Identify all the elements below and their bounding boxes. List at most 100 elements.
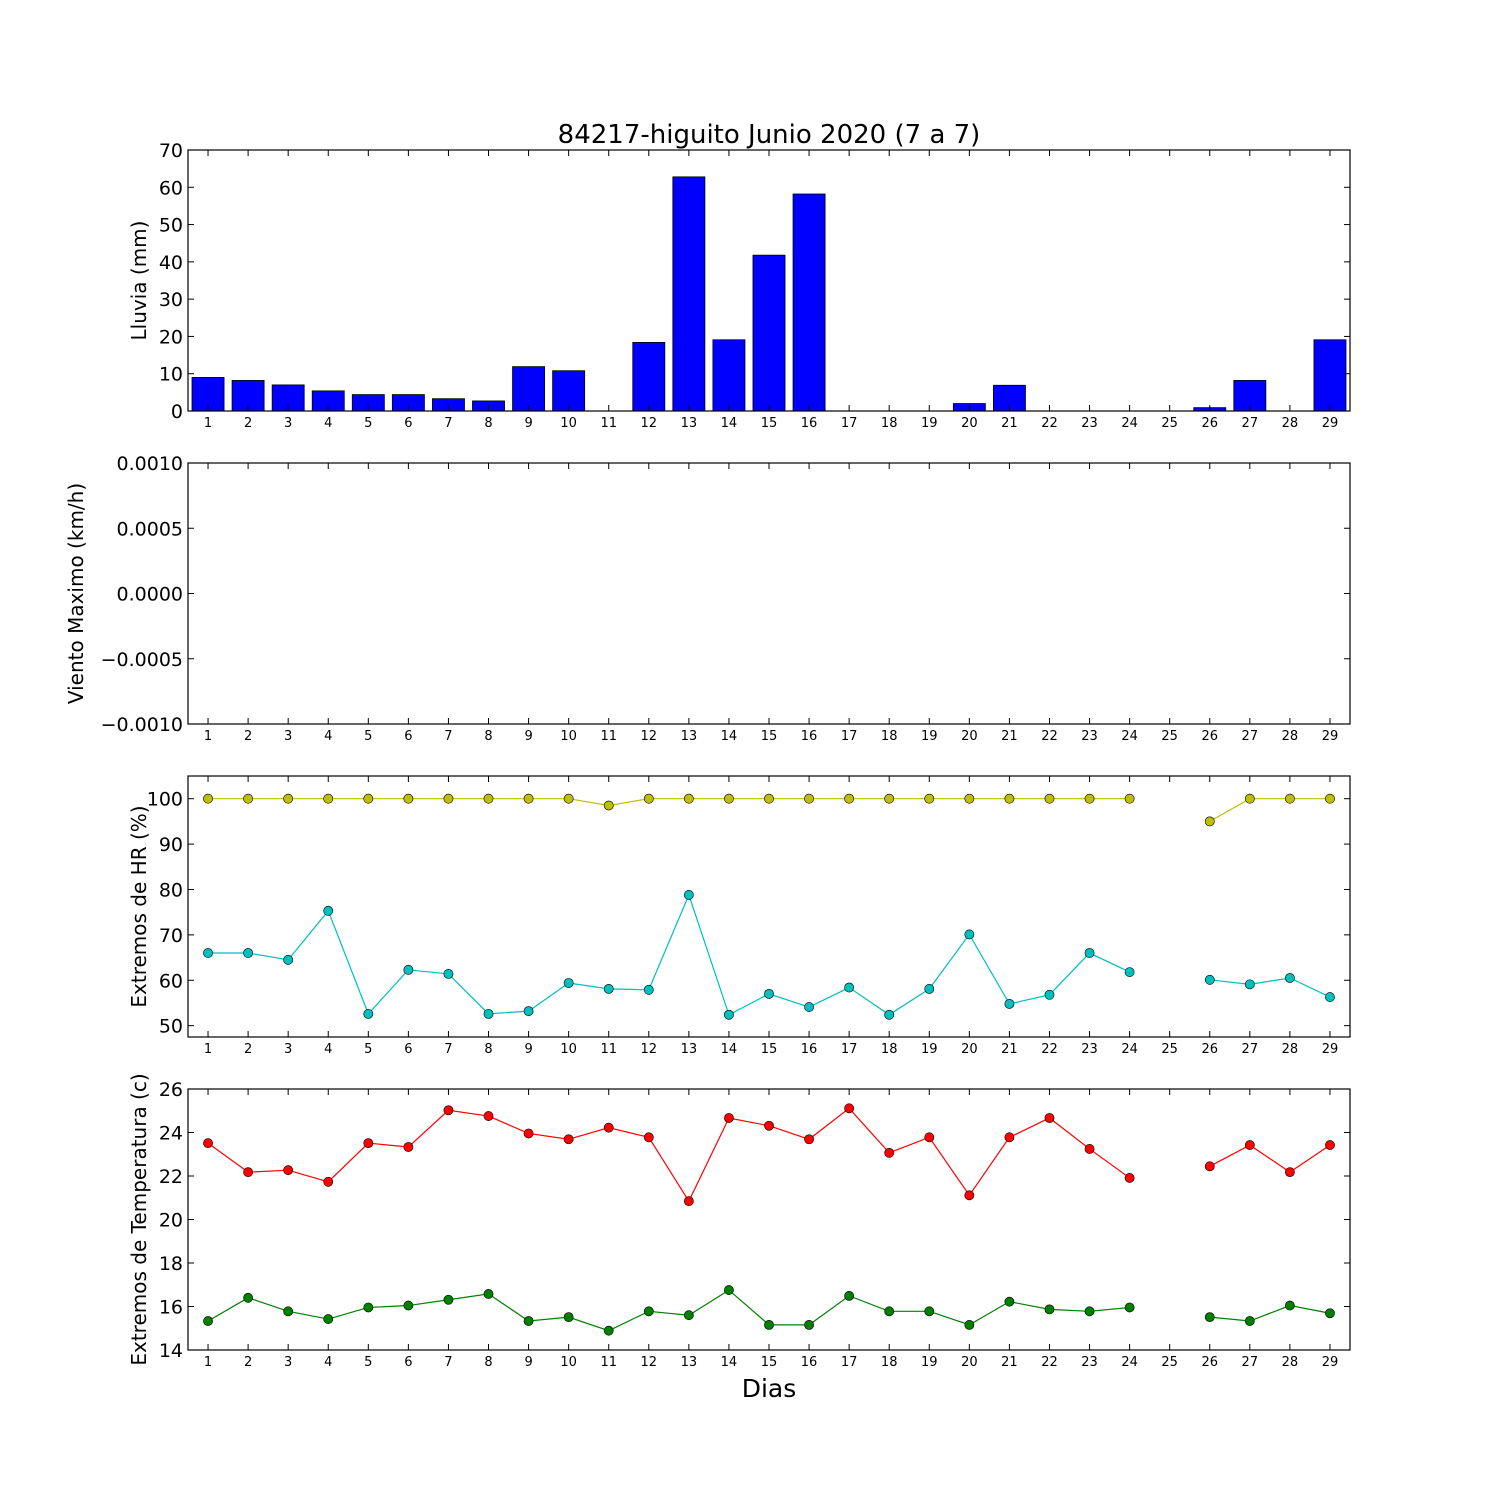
temperature-xtick-label: 22 [1041, 1355, 1058, 1370]
rain-bar-day-13 [672, 176, 706, 412]
temperature-xtick-label: 7 [444, 1355, 452, 1370]
temperature-series-1-point-day-23 [1084, 1306, 1095, 1317]
temperature-series-1-point-day-29 [1325, 1308, 1335, 1319]
wind-ytick-label: 0.0010 [117, 453, 183, 475]
humidity-series-1-point-day-9 [523, 1006, 534, 1017]
temperature-ytick-label: 20 [159, 1210, 183, 1232]
wind-xtick-label: 23 [1081, 729, 1098, 744]
humidity-xtick-label: 10 [560, 1042, 577, 1057]
temperature-xtick-label: 9 [524, 1355, 532, 1370]
rain-bar-day-16 [792, 193, 826, 412]
humidity-ytick-label: 50 [159, 1016, 183, 1038]
humidity-series-0-point-day-21 [1004, 793, 1015, 804]
temperature-xtick-label: 24 [1121, 1355, 1138, 1370]
temperature-xtick-label: 10 [560, 1355, 577, 1370]
rain-ytick-label: 50 [159, 215, 183, 237]
temperature-xtick-label: 20 [961, 1355, 978, 1370]
humidity-xtick-label: 5 [364, 1042, 372, 1057]
temperature-series-0-point-day-16 [804, 1134, 814, 1145]
temperature-xtick-label: 25 [1161, 1355, 1178, 1370]
rain-xtick-label: 14 [721, 416, 738, 431]
temperature-series-0-point-day-5 [363, 1138, 374, 1149]
humidity-series-0-point-day-6 [403, 793, 414, 804]
humidity-ytick-label: 70 [159, 925, 183, 947]
wind-ytick-label: −0.0010 [101, 714, 183, 736]
temperature-series-1-point-day-20 [964, 1319, 975, 1330]
wind-xtick-label: 24 [1121, 729, 1138, 744]
temperature-xtick-label: 18 [881, 1355, 898, 1370]
temperature-xtick-label: 1 [204, 1355, 212, 1370]
humidity-xtick-label: 26 [1201, 1042, 1218, 1057]
temperature-series-0-point-day-29 [1325, 1140, 1335, 1150]
humidity-series-1-point-day-21 [1004, 998, 1015, 1009]
humidity-series-0-point-day-15 [764, 793, 774, 804]
wind-xtick-label: 13 [681, 729, 698, 744]
rain-xtick-label: 7 [444, 416, 452, 431]
temperature-xtick-label: 16 [801, 1355, 818, 1370]
rain-xtick-label: 15 [761, 416, 778, 431]
rain-ytick-label: 40 [159, 252, 183, 274]
wind-xtick-label: 12 [641, 729, 658, 744]
temperature-series-0-point-day-1 [203, 1138, 213, 1149]
rain-xtick-label: 28 [1282, 416, 1299, 431]
rain-bar-day-14 [712, 339, 746, 412]
rain-y-axis-label: Lluvia (mm) [127, 221, 151, 341]
wind-xtick-label: 21 [1001, 729, 1018, 744]
rain-xtick-label: 29 [1322, 416, 1339, 431]
temperature-series-1-point-day-26 [1204, 1312, 1215, 1323]
temperature-series-1-point-day-1 [203, 1316, 213, 1326]
temperature-series-0-point-day-14 [724, 1113, 734, 1123]
chart-title: 84217-higuito Junio 2020 (7 a 7) [558, 120, 981, 150]
humidity-xtick-label: 4 [324, 1042, 332, 1057]
temperature-series-1-point-day-15 [764, 1319, 774, 1330]
humidity-series-0-point-day-1 [203, 793, 213, 804]
humidity-series-1-point-day-8 [483, 1008, 494, 1019]
humidity-xtick-label: 23 [1081, 1042, 1098, 1057]
rain-xtick-label: 12 [641, 416, 658, 431]
temperature-series-1-point-day-13 [683, 1310, 694, 1321]
wind-xtick-label: 15 [761, 729, 778, 744]
temperature-series-1-point-day-19 [924, 1306, 935, 1317]
humidity-series-1-point-day-2 [243, 948, 254, 958]
temperature-ytick-label: 18 [159, 1253, 183, 1275]
humidity-series-0-point-day-18 [884, 793, 895, 804]
rain-xtick-label: 9 [524, 416, 532, 431]
humidity-xtick-label: 1 [204, 1042, 212, 1057]
humidity-ytick-label: 60 [159, 970, 183, 992]
temperature-series-1-point-day-12 [643, 1306, 654, 1317]
temperature-series-1-point-day-16 [804, 1319, 814, 1330]
rain-bar-day-29 [1313, 339, 1347, 412]
temperature-series-1-point-day-8 [483, 1289, 494, 1299]
temperature-xtick-label: 15 [761, 1355, 778, 1370]
rain-ytick-label: 30 [159, 289, 183, 311]
wind-xtick-label: 22 [1041, 729, 1058, 744]
temperature-xtick-label: 12 [641, 1355, 658, 1370]
humidity-series-1-point-day-17 [844, 982, 855, 993]
rain-ytick-label: 70 [159, 140, 183, 162]
temperature-series-0-point-day-20 [964, 1190, 975, 1201]
temperature-series-0-point-day-19 [924, 1132, 935, 1143]
temperature-series-1-point-day-3 [283, 1306, 294, 1317]
wind-xtick-label: 5 [364, 729, 372, 744]
humidity-series-0-point-day-16 [804, 793, 814, 804]
temperature-series-1-point-day-27 [1244, 1316, 1255, 1326]
humidity-series-0-point-day-13 [683, 793, 694, 804]
rain-xtick-label: 25 [1161, 416, 1178, 431]
humidity-series-0-point-day-23 [1084, 793, 1095, 804]
temperature-xtick-label: 28 [1282, 1355, 1299, 1370]
humidity-xtick-label: 19 [921, 1042, 938, 1057]
rain-xtick-label: 5 [364, 416, 372, 431]
temperature-series-0-point-day-13 [683, 1196, 694, 1207]
humidity-xtick-label: 28 [1282, 1042, 1299, 1057]
x-axis-label: Dias [742, 1374, 797, 1403]
temperature-series-1-point-day-17 [844, 1290, 855, 1301]
humidity-series-1-point-day-26 [1204, 974, 1215, 985]
temperature-series-0-point-day-8 [483, 1111, 494, 1121]
humidity-series-1-line [208, 893, 1331, 1016]
temperature-series-0-point-day-15 [764, 1120, 774, 1131]
wind-xtick-label: 18 [881, 729, 898, 744]
wind-xtick-label: 19 [921, 729, 938, 744]
